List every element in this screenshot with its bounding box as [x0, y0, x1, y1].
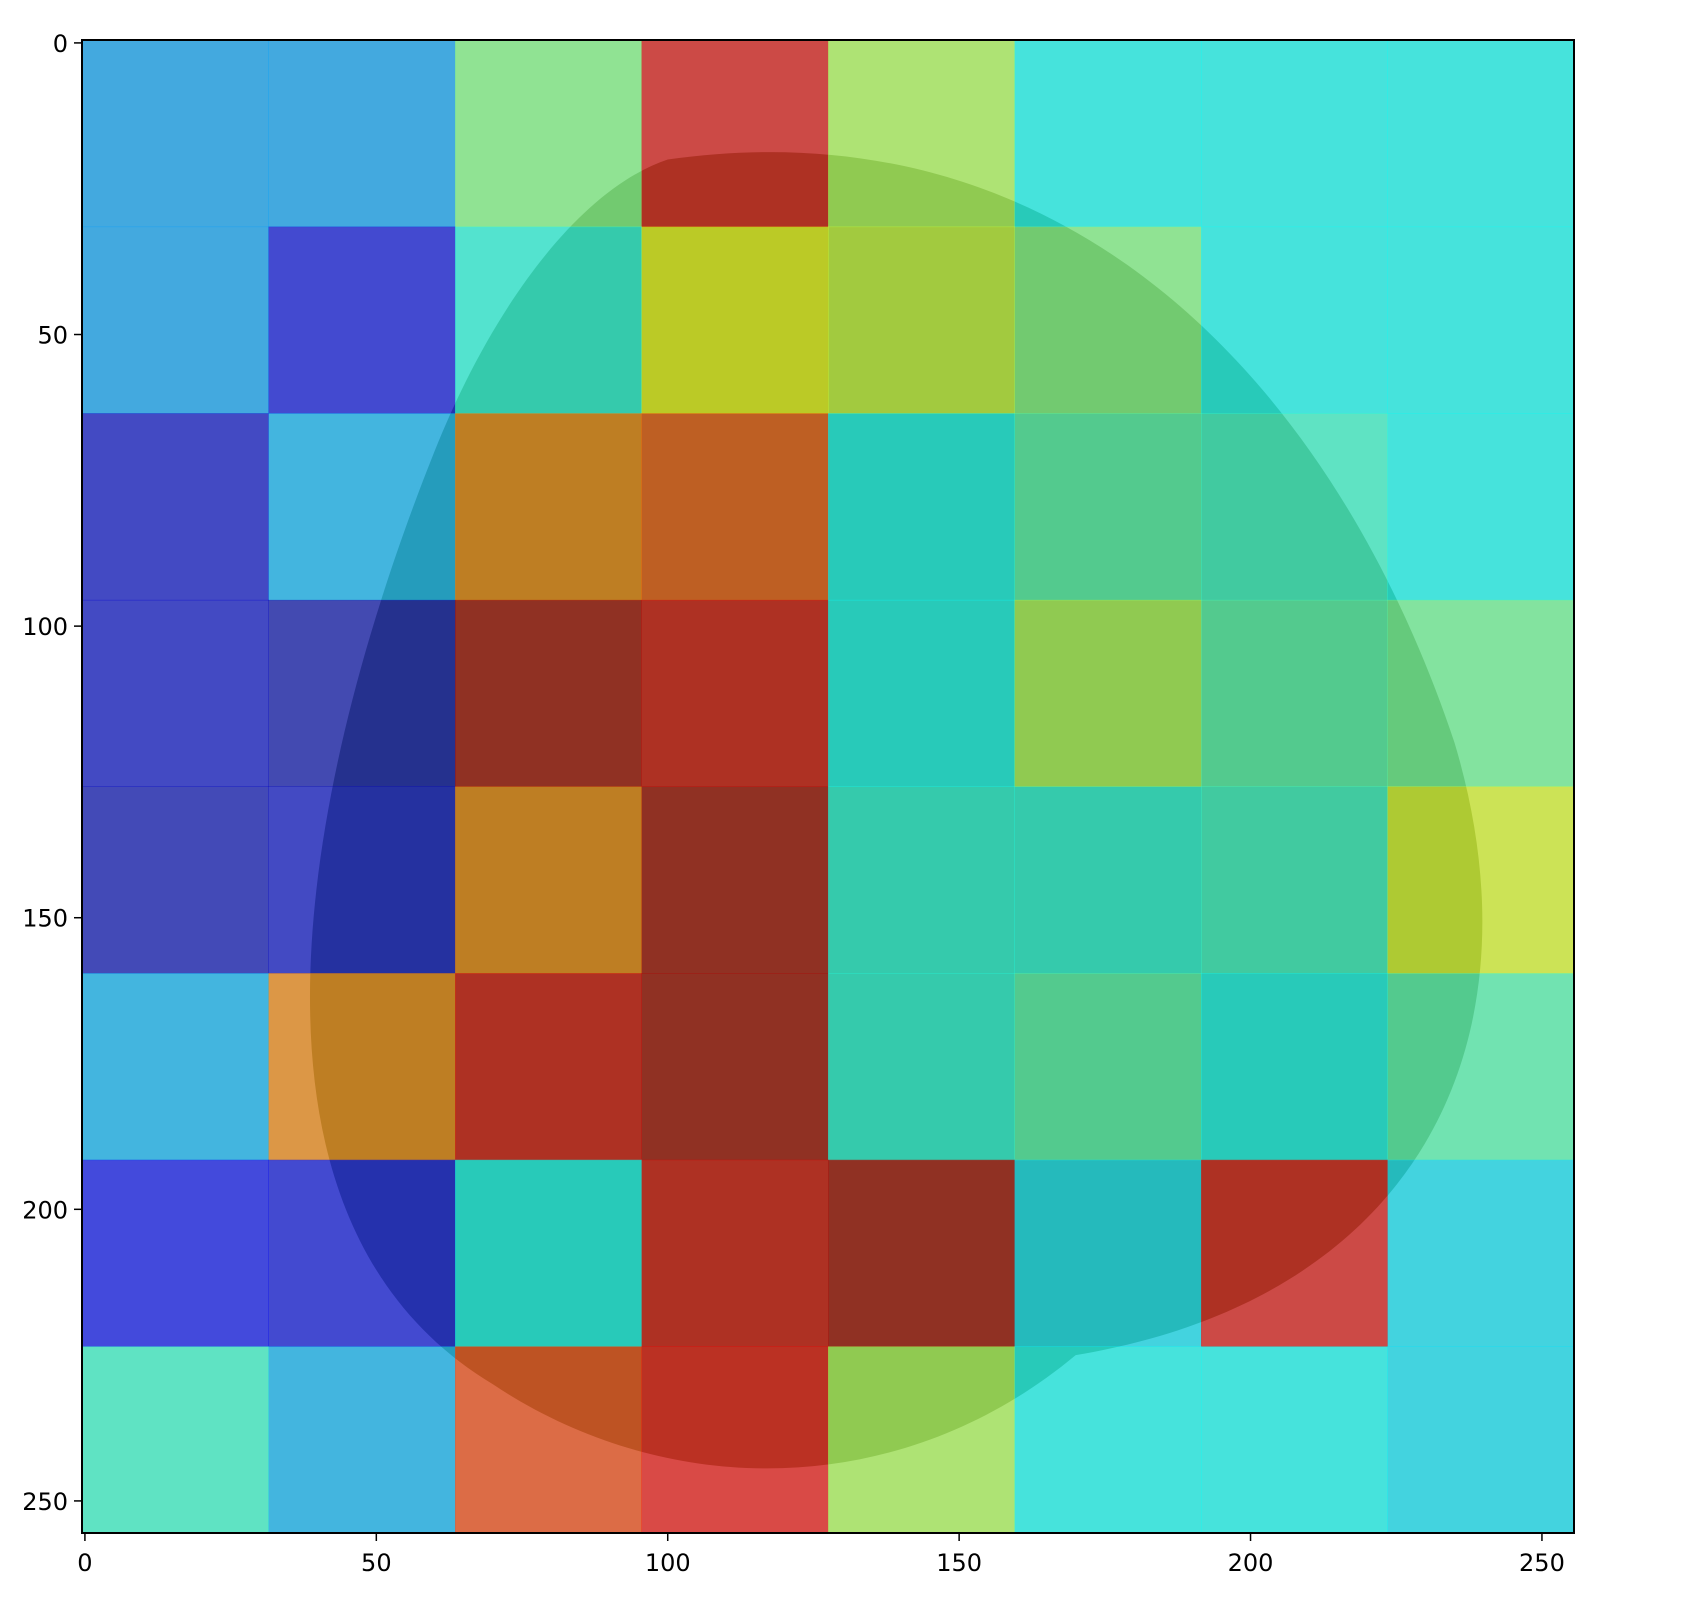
heatmap-cell-r0-c1 [268, 40, 456, 228]
y-tick-label: 150 [22, 905, 68, 933]
heatmap-cell-r3-c4 [828, 599, 1015, 787]
heatmap-cell-r2-c7 [1387, 413, 1575, 601]
heatmap-cell-r6-c1 [268, 1159, 456, 1347]
heatmap-cell-r4-c6 [1201, 786, 1388, 974]
heatmap-cell-r2-c6 [1201, 413, 1388, 601]
y-tick-label: 200 [22, 1196, 68, 1224]
heatmap-cell-r6-c2 [455, 1159, 642, 1347]
heatmap-cell-r3-c7 [1387, 599, 1575, 787]
heatmap-cell-r4-c5 [1014, 786, 1202, 974]
heatmap-cell-r7-c0 [82, 1346, 269, 1534]
heatmap-cell-r5-c4 [828, 973, 1015, 1161]
x-tick-label: 50 [361, 1549, 392, 1577]
heatmap-cell-r7-c6 [1201, 1346, 1388, 1534]
x-tick-label: 100 [645, 1549, 691, 1577]
heatmap-cell-r6-c5 [1014, 1159, 1202, 1347]
x-tick-label: 200 [1228, 1549, 1274, 1577]
heatmap-cell-r3-c5 [1014, 599, 1202, 787]
heatmap-cell-r1-c6 [1201, 226, 1388, 414]
heatmap-cell-r1-c3 [641, 226, 829, 414]
heatmap-cell-r2-c1 [268, 413, 456, 601]
heatmap-cell-r3-c3 [641, 599, 829, 787]
heatmap-cell-r2-c4 [828, 413, 1015, 601]
heatmap-cell-r0-c3 [641, 40, 829, 228]
heatmap-cell-r0-c0 [82, 40, 269, 228]
x-tick-label: 250 [1519, 1549, 1565, 1577]
heatmap-cell-r3-c0 [82, 599, 269, 787]
heatmap-cell-r5-c7 [1387, 973, 1575, 1161]
heatmap-cell-r4-c7 [1387, 786, 1575, 974]
y-tick-label: 100 [22, 613, 68, 641]
heatmap-cell-r6-c0 [82, 1159, 269, 1347]
heatmap-cell-r5-c2 [455, 973, 642, 1161]
heatmap-cell-r5-c1 [268, 973, 456, 1161]
heatmap-cell-r2-c3 [641, 413, 829, 601]
heatmap-cell-r7-c7 [1387, 1346, 1575, 1534]
heatmap-cell-r0-c4 [828, 40, 1015, 228]
heatmap-cell-r7-c3 [641, 1346, 829, 1534]
heatmap-cell-r1-c7 [1387, 226, 1575, 414]
heatmap-cell-r6-c6 [1201, 1159, 1388, 1347]
heatmap-cell-r4-c2 [455, 786, 642, 974]
heatmap-cell-r1-c5 [1014, 226, 1202, 414]
heatmap-cell-r4-c4 [828, 786, 1015, 974]
x-tick-label: 0 [77, 1549, 92, 1577]
heatmap-cell-r7-c5 [1014, 1346, 1202, 1534]
heatmap-cell-r1-c2 [455, 226, 642, 414]
heatmap-cell-r0-c7 [1387, 40, 1575, 228]
heatmap-cell-r6-c7 [1387, 1159, 1575, 1347]
heatmap-cell-r0-c5 [1014, 40, 1202, 228]
heatmap-cell-r1-c4 [828, 226, 1015, 414]
heatmap-cell-r4-c0 [82, 786, 269, 974]
heatmap-cell-r7-c2 [455, 1346, 642, 1534]
x-axis: 0 50 100 150 200 250 [77, 1533, 1565, 1577]
heatmap-cell-r2-c2 [455, 413, 642, 601]
y-tick-label: 0 [53, 30, 68, 58]
heatmap-cell-r5-c5 [1014, 973, 1202, 1161]
heatmap-cell-r7-c4 [828, 1346, 1015, 1534]
x-tick-label: 150 [936, 1549, 982, 1577]
heatmap-cell-r0-c6 [1201, 40, 1388, 228]
heatmap-cell-r1-c1 [268, 226, 456, 414]
heatmap-cell-r4-c1 [268, 786, 456, 974]
heatmap-cell-r5-c6 [1201, 973, 1388, 1161]
heatmap-cell-r7-c1 [268, 1346, 456, 1534]
heatmap-cell-r5-c0 [82, 973, 269, 1161]
axes-frame [81, 39, 1575, 1534]
heatmap-cell-r3-c2 [455, 599, 642, 787]
heatmap-cell-r1-c0 [82, 226, 269, 414]
y-axis: 0 50 100 150 200 250 [22, 30, 82, 1516]
heatmap-cells [82, 40, 1575, 1534]
heatmap-cell-r6-c4 [828, 1159, 1015, 1347]
heatmap-cell-r6-c3 [641, 1159, 829, 1347]
heatmap-cell-r3-c6 [1201, 599, 1388, 787]
heatmap-cell-r2-c0 [82, 413, 269, 601]
y-tick-label: 250 [22, 1488, 68, 1516]
heatmap-cell-r2-c5 [1014, 413, 1202, 601]
heatmap-cell-r3-c1 [268, 599, 456, 787]
y-tick-label: 50 [37, 322, 68, 350]
heatmap-cell-r5-c3 [641, 973, 829, 1161]
heatmap-cell-r4-c3 [641, 786, 829, 974]
heatmap-cell-r0-c2 [455, 40, 642, 228]
